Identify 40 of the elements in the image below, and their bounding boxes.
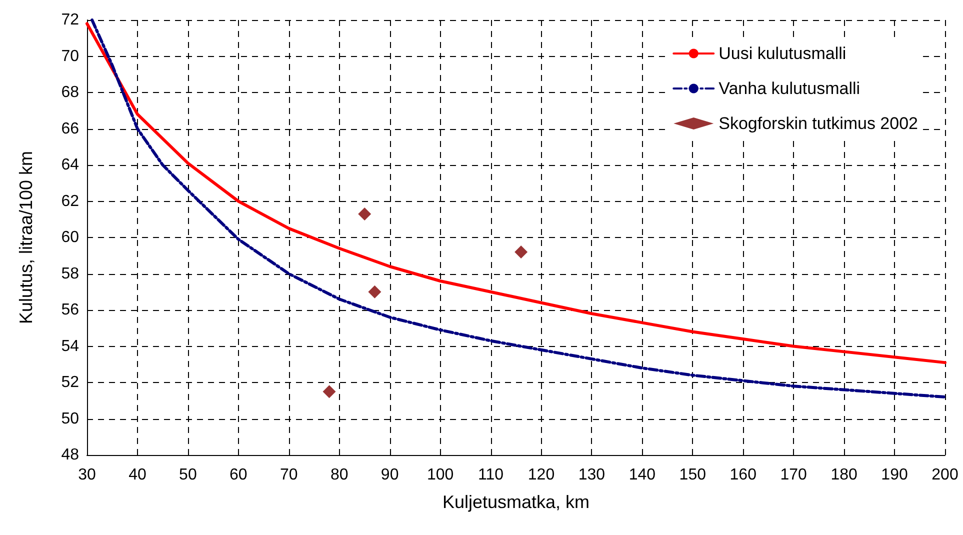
x-tick-label: 90 [380,466,399,484]
y-axis-title: Kulutus, litraa/100 km [16,150,36,324]
point [368,285,382,298]
x-tick-label: 100 [426,466,454,484]
x-tick-label: 200 [932,466,958,484]
x-tick-label: 190 [881,466,908,484]
y-tick-label: 60 [61,229,80,246]
y-tick-label: 66 [61,120,80,138]
y-tick-label: 70 [61,48,80,65]
y-tick-label: 50 [61,410,80,428]
y-tick-label: 62 [61,192,80,210]
x-tick-label: 140 [628,466,656,484]
x-tick-label: 40 [128,466,146,484]
point [514,246,528,258]
y-tick-label: 54 [61,338,80,355]
x-tick-label: 50 [179,466,197,484]
y-tick-label: 58 [61,265,80,282]
x-tick-label: 180 [830,466,858,484]
x-tick-label: 70 [280,466,298,484]
x-tick-label: 160 [730,466,757,484]
y-tick-label: 64 [61,156,80,174]
legend-label: Skogforskin tutkimus 2002 [718,114,918,133]
x-tick-label: 80 [330,466,348,484]
y-tick-label: 52 [61,374,80,391]
x-tick-label: 120 [528,466,555,484]
x-axis-title: Kuljetusmatka, km [442,492,590,512]
x-tick-label: 60 [230,466,248,484]
y-tick-label: 68 [61,84,80,101]
point [358,207,372,220]
point [322,385,336,398]
y-tick-label: 48 [61,446,80,464]
x-tick-label: 150 [679,466,706,484]
x-tick-label: 130 [578,466,606,484]
legend-label: Uusi kulutusmalli [718,44,846,63]
x-tick-label: 30 [78,466,96,484]
legend-label: Vanha kulutusmalli [718,79,860,98]
y-tick-label: 72 [61,12,80,28]
x-tick-label: 110 [478,466,504,484]
x-tick-label: 170 [780,466,808,484]
y-tick-label: 56 [61,302,80,318]
